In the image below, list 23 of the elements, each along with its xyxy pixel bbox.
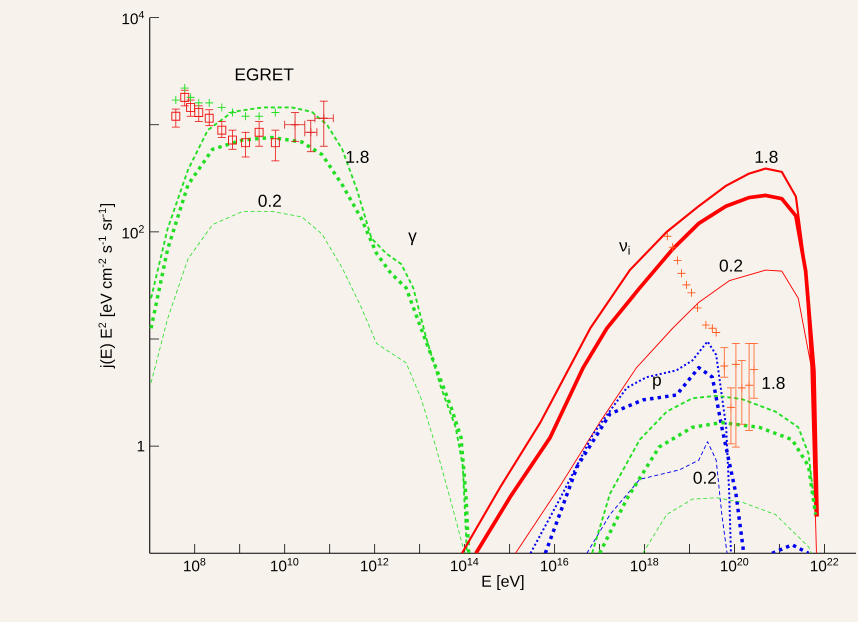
x-tick-label: 10$^{12}$ bbox=[361, 558, 388, 572]
annotation: p bbox=[653, 376, 661, 390]
annotation: 0.2 bbox=[694, 471, 716, 484]
annotation: 1.8 bbox=[756, 150, 778, 163]
annotation: 1.8 bbox=[346, 150, 369, 163]
y-tick-label: 10$^{4}$ bbox=[122, 10, 144, 24]
annotation: ν$_{i}$ bbox=[619, 242, 630, 255]
annotation: 0.2 bbox=[258, 194, 281, 207]
x-tick-label: 10$^{16}$ bbox=[541, 558, 568, 572]
y-tick-label: 10$^{2}$ bbox=[122, 225, 144, 238]
x-tick-label: 10$^{14}$ bbox=[451, 558, 478, 572]
text: j(E) E$^{2}$ [eV cm$^{-2}$ s$^{-1}$ sr$^{-1}$] bbox=[98, 204, 115, 368]
y-tick-label: 1 bbox=[138, 440, 144, 452]
x-tick-label: 10$^{18}$ bbox=[631, 558, 658, 572]
x-tick-label: 10$^{8}$ bbox=[184, 558, 206, 572]
annotation: 1.8 bbox=[762, 376, 785, 389]
annotation: γ bbox=[408, 232, 417, 246]
annotation: 0.2 bbox=[720, 259, 742, 272]
x-tick-label: 10$^{22}$ bbox=[810, 558, 838, 572]
x-tick-label: 10$^{10}$ bbox=[271, 558, 298, 572]
annotation: EGRET bbox=[236, 68, 294, 80]
x-tick-label: 10$^{20}$ bbox=[720, 558, 748, 572]
x-axis-title: E [eV] bbox=[482, 575, 524, 590]
